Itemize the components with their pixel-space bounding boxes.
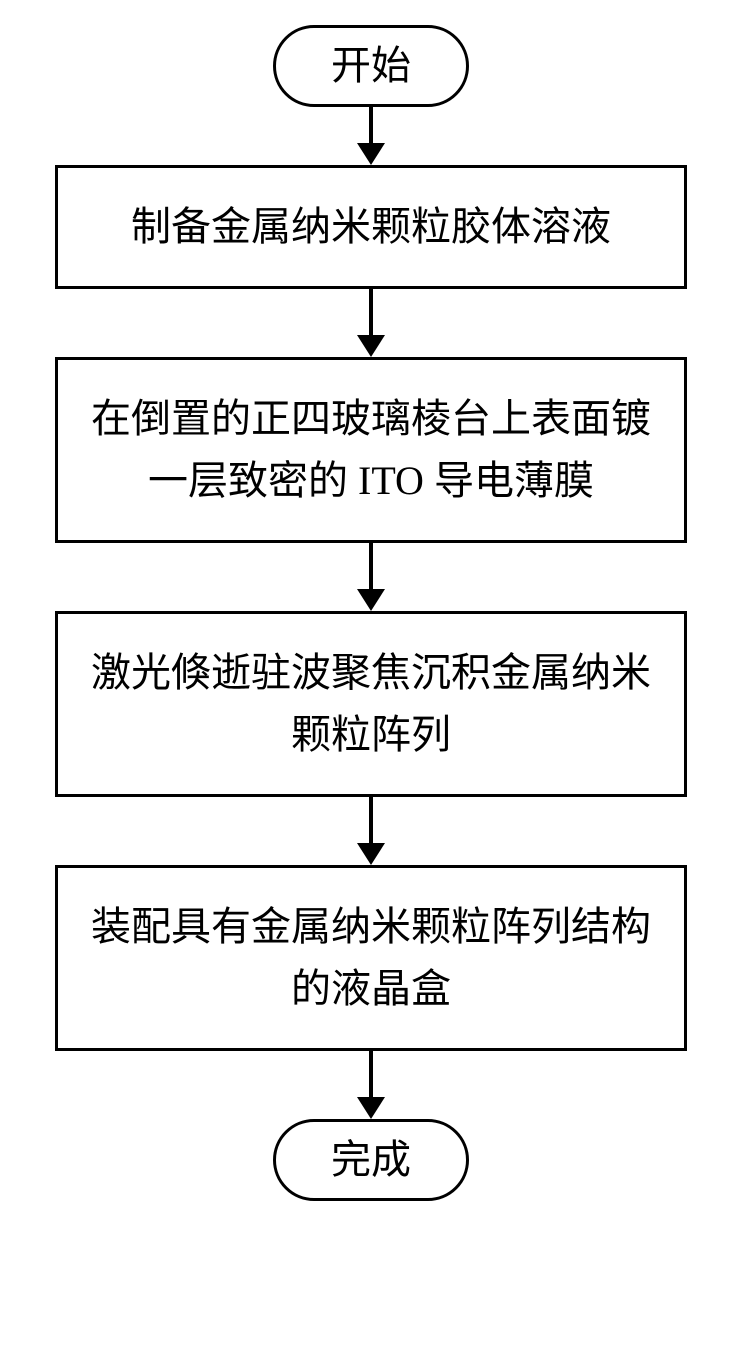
process-step2-label: 在倒置的正四玻璃棱台上表面镀一层致密的 ITO 导电薄膜 [91,396,651,503]
process-step3-label: 激光倏逝驻波聚焦沉积金属纳米颗粒阵列 [91,650,651,757]
process-step4: 装配具有金属纳米颗粒阵列结构的液晶盒 [55,865,687,1051]
arrow-head-icon [357,843,385,865]
arrow-connector [357,1051,385,1119]
process-step4-label: 装配具有金属纳米颗粒阵列结构的液晶盒 [91,904,651,1011]
arrow-line [369,289,373,337]
arrow-head-icon [357,1097,385,1119]
terminal-end: 完成 [273,1119,469,1201]
arrow-head-icon [357,143,385,165]
process-step2: 在倒置的正四玻璃棱台上表面镀一层致密的 ITO 导电薄膜 [55,357,687,543]
arrow-connector [357,289,385,357]
arrow-line [369,107,373,145]
arrow-connector [357,797,385,865]
flowchart-container: 开始 制备金属纳米颗粒胶体溶液 在倒置的正四玻璃棱台上表面镀一层致密的 ITO … [55,25,687,1201]
arrow-line [369,797,373,845]
arrow-line [369,543,373,591]
arrow-line [369,1051,373,1099]
terminal-start: 开始 [273,25,469,107]
terminal-start-label: 开始 [331,43,411,88]
process-step1-label: 制备金属纳米颗粒胶体溶液 [131,204,611,249]
process-step1: 制备金属纳米颗粒胶体溶液 [55,165,687,289]
arrow-connector [357,543,385,611]
arrow-head-icon [357,589,385,611]
process-step3: 激光倏逝驻波聚焦沉积金属纳米颗粒阵列 [55,611,687,797]
terminal-end-label: 完成 [331,1137,411,1182]
arrow-connector [357,107,385,165]
arrow-head-icon [357,335,385,357]
